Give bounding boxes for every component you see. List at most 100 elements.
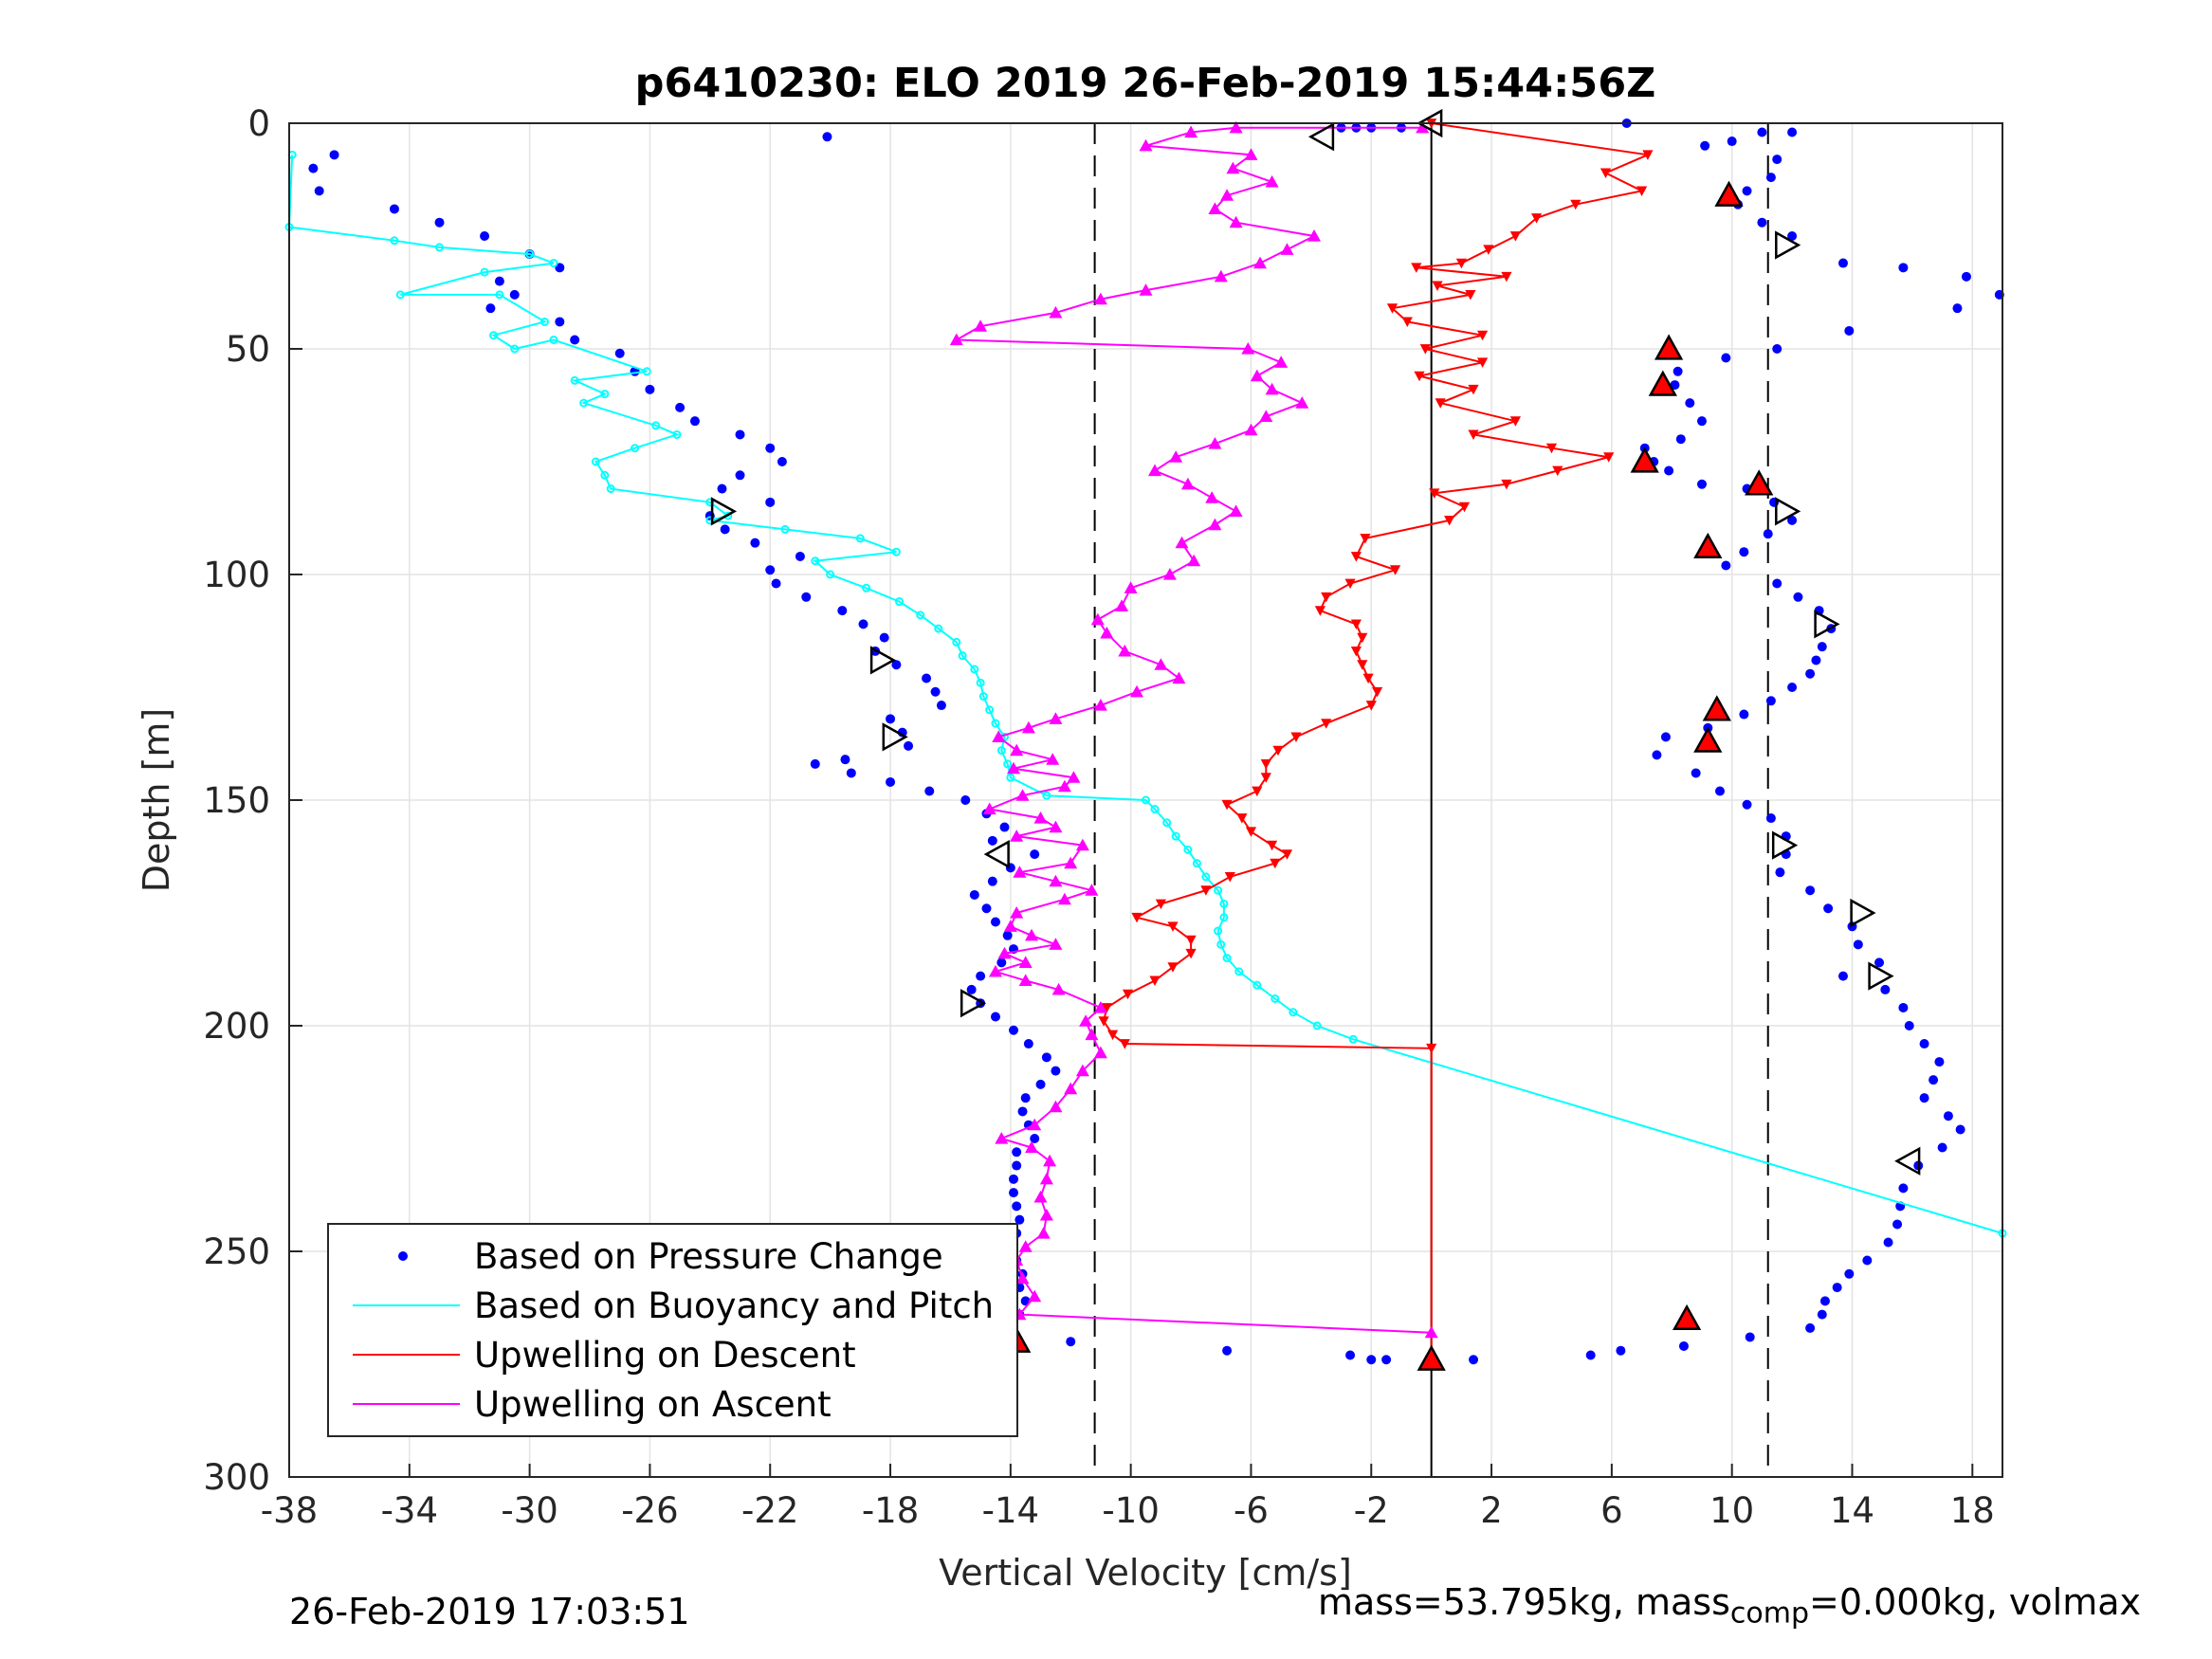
ascent-data-point	[1043, 1154, 1057, 1167]
open-left-triangle-marker	[1307, 122, 1335, 152]
pressure-data-point	[777, 457, 787, 466]
pressure-data-point	[1898, 1183, 1909, 1194]
ascent-data-point	[1226, 161, 1240, 174]
pressure-data-point	[765, 443, 776, 453]
pressure-data-point	[1862, 1255, 1873, 1266]
buoyancy-data-point	[1214, 926, 1223, 936]
buoyancy-data-point	[570, 375, 579, 385]
buoyancy-data-point	[1214, 885, 1223, 895]
descent-data-point	[1390, 565, 1401, 575]
pressure-data-point	[801, 592, 812, 602]
ascent-data-point	[1241, 342, 1255, 355]
pressure-data-point	[1765, 696, 1776, 706]
descent-data-point	[1260, 773, 1271, 783]
pressure-data-point	[1929, 1075, 1939, 1085]
open-right-triangle-marker	[1814, 610, 1840, 639]
descent-data-point	[1357, 660, 1368, 670]
footer-mass-text: mass=53.795kg, mass	[1318, 1581, 1730, 1623]
pressure-data-point	[904, 740, 914, 751]
pressure-data-point	[308, 163, 319, 173]
descent-data-point	[1432, 281, 1443, 291]
descent-data-point	[1600, 168, 1612, 178]
x-tick-label: -18	[862, 1490, 919, 1531]
descent-data-point	[1185, 948, 1197, 959]
pressure-data-point	[1898, 1002, 1909, 1012]
descent-data-point	[1267, 840, 1278, 851]
pressure-data-point	[1012, 1201, 1022, 1212]
open-right-triangle-marker	[1850, 898, 1876, 928]
pressure-data-point	[1757, 217, 1767, 228]
x-tick-label: -22	[741, 1490, 798, 1531]
pressure-data-point	[1675, 434, 1686, 445]
ascent-data-point	[1172, 671, 1186, 684]
pressure-data-point	[1652, 750, 1662, 760]
ascent-data-point	[1175, 536, 1189, 549]
ascent-data-point	[1018, 974, 1033, 986]
plot-series	[284, 118, 2007, 1365]
open-right-triangle-marker	[882, 722, 908, 752]
ascent-data-point	[1046, 753, 1060, 765]
pressure-data-point	[1853, 939, 1863, 950]
pressure-data-point	[1805, 1322, 1816, 1333]
ascent-data-point	[992, 730, 1006, 742]
descent-data-point	[1468, 384, 1479, 395]
ascent-data-point	[1039, 1208, 1053, 1221]
ascent-data-point	[1015, 1271, 1030, 1285]
buoyancy-data-point	[495, 290, 504, 300]
descent-data-point	[1477, 330, 1489, 341]
pressure-data-point	[1765, 813, 1776, 824]
ascent-data-point	[1118, 644, 1132, 657]
pressure-data-point	[1952, 303, 1963, 314]
y-tick-label: 250	[203, 1231, 270, 1272]
buoyancy-data-point	[826, 570, 835, 579]
buoyancy-data-point	[1006, 773, 1015, 782]
descent-data-point	[1444, 516, 1455, 526]
pressure-data-point	[1844, 1268, 1855, 1279]
x-tick-label: 10	[1709, 1490, 1754, 1531]
buoyancy-data-point	[952, 637, 961, 647]
x-tick-label: -34	[381, 1490, 438, 1531]
buoyancy-data-point	[1171, 831, 1180, 841]
red-up-triangle-marker	[1648, 370, 1677, 396]
pressure-data-point	[1775, 867, 1785, 878]
x-tick-label: -38	[261, 1490, 318, 1531]
buoyancy-data-point	[549, 259, 558, 268]
descent-data-point	[1468, 429, 1479, 440]
pressure-data-point	[675, 402, 686, 412]
pressure-data-point	[1772, 344, 1782, 354]
pressure-data-point	[1832, 1283, 1842, 1293]
ascent-data-point	[1280, 243, 1294, 255]
buoyancy-data-point	[600, 470, 610, 480]
ascent-data-point	[1214, 269, 1228, 283]
ascent-data-point	[1003, 920, 1017, 932]
y-tick-label: 100	[203, 555, 270, 595]
descent-data-point	[1426, 1043, 1437, 1054]
buoyancy-data-point	[958, 651, 967, 661]
ascent-data-point	[1010, 830, 1024, 842]
descent-data-point	[1465, 290, 1476, 301]
ascent-data-point	[1085, 884, 1099, 896]
pressure-data-point	[1837, 971, 1848, 981]
footer-mass-text-2: =0.000kg, volmax	[1809, 1581, 2142, 1623]
pressure-data-point	[1772, 578, 1782, 589]
pressure-data-point	[1742, 186, 1752, 196]
x-tick-label: -26	[621, 1490, 678, 1531]
pressure-data-point	[1892, 1219, 1903, 1230]
pressure-data-point	[1678, 1340, 1689, 1351]
red-up-triangle-marker	[1630, 447, 1659, 473]
buoyancy-data-point	[895, 597, 905, 607]
footer-timestamp: 26-Feb-2019 17:03:51	[289, 1591, 690, 1632]
descent-data-point	[1552, 465, 1563, 477]
pressure-data-point	[1012, 1147, 1022, 1158]
buoyancy-data-point	[855, 534, 865, 543]
ascent-data-point	[1010, 743, 1024, 757]
pressure-data-point	[735, 429, 745, 440]
ascent-data-point	[1013, 866, 1027, 878]
descent-data-point	[1167, 921, 1179, 932]
descent-data-point	[1642, 150, 1654, 160]
buoyancy-data-point	[1216, 939, 1226, 949]
legend-label-descent: Upwelling on Descent	[474, 1335, 856, 1376]
chart-title: p6410230: ELO 2019 26-Feb-2019 15:44:56Z	[635, 60, 1656, 107]
pressure-data-point	[1005, 863, 1015, 873]
ascent-data-point	[1220, 189, 1234, 201]
